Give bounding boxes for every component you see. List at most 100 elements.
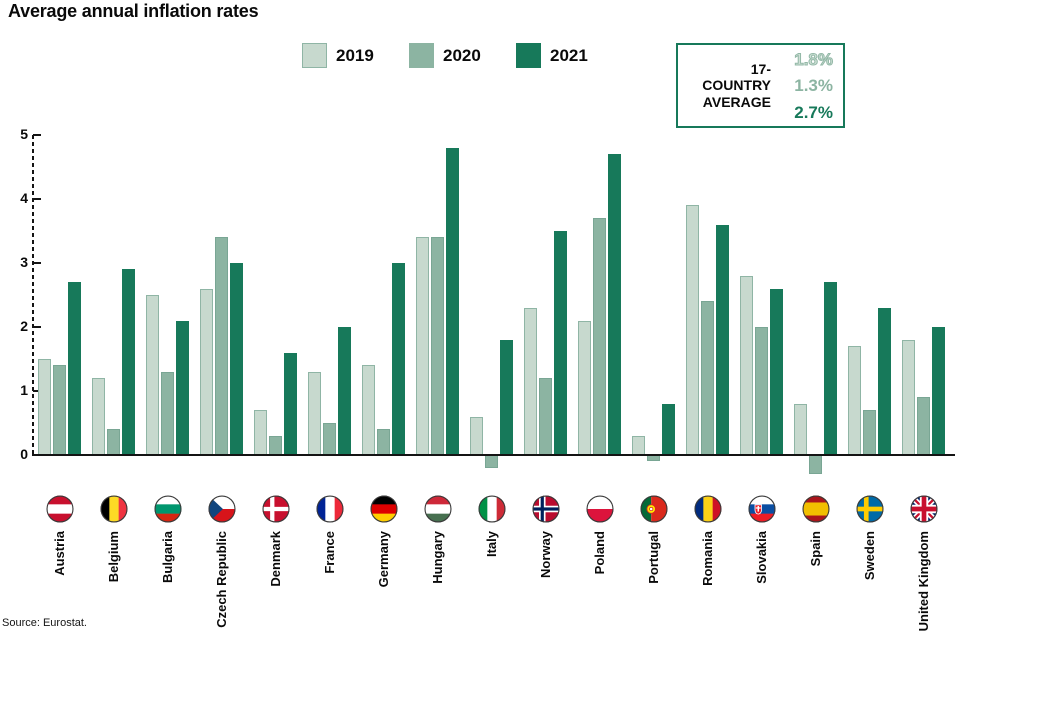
y-axis-tick [33, 390, 41, 392]
y-axis-tick [33, 262, 41, 264]
country-label-denmark: Denmark [267, 531, 283, 587]
average-value-2021: 2.7% [794, 102, 833, 122]
bar-2020-denmark [269, 435, 282, 455]
bar-2020-belgium [107, 429, 120, 455]
flag-italy-icon [477, 495, 506, 523]
bar-2019-bulgaria [146, 295, 159, 455]
flag-spain-icon [801, 495, 830, 523]
flag-slovakia-icon [747, 495, 776, 523]
bar-2019-austria [38, 359, 51, 455]
y-axis-tick-label: 3 [20, 254, 28, 270]
country-label-belgium: Belgium [105, 531, 121, 583]
legend-label-2020: 2020 [443, 45, 481, 65]
bar-2019-czech-republic [200, 288, 213, 455]
bar-2021-denmark [284, 352, 297, 455]
flag-germany-icon [369, 495, 398, 523]
y-axis-tick-label: 1 [20, 382, 28, 398]
legend-item-2019: 2019 [302, 43, 409, 68]
bar-2021-romania [716, 224, 729, 455]
bar-2021-bulgaria [176, 320, 189, 455]
legend-swatch-2021 [516, 43, 541, 68]
bar-2019-france [308, 371, 321, 455]
legend-label-2019: 2019 [336, 45, 374, 65]
bar-2020-czech-republic [215, 237, 228, 455]
bar-2020-bulgaria [161, 371, 174, 455]
bar-2020-italy [485, 455, 498, 468]
average-box: 17-COUNTRY AVERAGE 1.8% 1.3% 2.7% [676, 43, 845, 128]
country-label-norway: Norway [537, 531, 553, 578]
flag-sweden-icon [855, 495, 884, 523]
bar-2019-italy [470, 416, 483, 455]
y-axis-tick-label: 5 [20, 126, 28, 142]
y-axis-tick-label: 0 [20, 446, 28, 462]
bar-2020-austria [53, 365, 66, 455]
flag-czech-republic-icon [207, 495, 236, 523]
y-axis-tick-label: 4 [20, 190, 28, 206]
flag-united-kingdom-icon [909, 495, 938, 523]
legend-swatch-2019 [302, 43, 327, 68]
country-label-bulgaria: Bulgaria [159, 531, 175, 584]
bar-2020-poland [593, 218, 606, 455]
y-axis [32, 135, 34, 456]
country-label-germany: Germany [375, 531, 391, 588]
bar-2019-hungary [416, 237, 429, 455]
country-label-slovakia: Slovakia [753, 531, 769, 584]
country-label-poland: Poland [591, 531, 607, 575]
bar-2020-slovakia [755, 327, 768, 455]
x-axis [32, 454, 955, 456]
bar-2019-portugal [632, 435, 645, 455]
bar-2019-slovakia [740, 275, 753, 455]
legend-item-2021: 2021 [516, 43, 623, 68]
bar-2019-spain [794, 403, 807, 455]
bar-2021-sweden [878, 307, 891, 455]
country-label-sweden: Sweden [861, 531, 877, 581]
bar-2019-germany [362, 365, 375, 455]
legend-label-2021: 2021 [550, 45, 588, 65]
bar-2021-slovakia [770, 288, 783, 455]
flag-belgium-icon [99, 495, 128, 523]
average-box-label-line1: 17-COUNTRY [702, 61, 771, 94]
bar-2019-poland [578, 320, 591, 455]
bar-2019-norway [524, 307, 537, 455]
country-label-romania: Romania [699, 531, 715, 586]
country-label-france: France [321, 531, 337, 574]
bar-2020-sweden [863, 410, 876, 455]
bar-2021-united-kingdom [932, 327, 945, 455]
bar-2021-czech-republic [230, 263, 243, 455]
bar-2019-sweden [848, 346, 861, 455]
average-box-label-line2: AVERAGE [702, 93, 771, 110]
average-value-2019: 1.8% [794, 49, 834, 69]
bar-2020-norway [539, 378, 552, 455]
bar-2020-spain [809, 455, 822, 475]
flag-poland-icon [585, 495, 614, 523]
bar-2021-poland [608, 154, 621, 455]
bar-2019-romania [686, 205, 699, 455]
y-axis-tick [33, 326, 41, 328]
legend-item-2020: 2020 [409, 43, 516, 68]
bar-2021-italy [500, 339, 513, 455]
average-value-2020: 1.3% [794, 76, 833, 95]
bar-2020-romania [701, 301, 714, 455]
flag-norway-icon [531, 495, 560, 523]
legend-swatch-2020 [409, 43, 434, 68]
bar-2020-hungary [431, 237, 444, 455]
country-label-italy: Italy [483, 531, 499, 558]
bar-2019-denmark [254, 410, 267, 455]
flag-denmark-icon [261, 495, 290, 523]
bar-2019-belgium [92, 378, 105, 455]
y-axis-tick [33, 134, 41, 136]
bar-2020-united-kingdom [917, 397, 930, 455]
y-axis-tick [33, 198, 41, 200]
average-box-values: 1.8% 1.3% 2.7% [781, 49, 834, 122]
flag-bulgaria-icon [153, 495, 182, 523]
bar-2021-norway [554, 231, 567, 455]
country-label-czech-republic: Czech Republic [213, 531, 229, 628]
country-label-hungary: Hungary [429, 531, 445, 584]
chart-legend: 2019 2020 2021 [302, 43, 623, 68]
country-label-austria: Austria [51, 531, 67, 576]
country-label-united-kingdom: United Kingdom [915, 531, 931, 632]
bar-2020-france [323, 423, 336, 455]
country-label-portugal: Portugal [645, 531, 661, 584]
bar-2021-belgium [122, 269, 135, 455]
